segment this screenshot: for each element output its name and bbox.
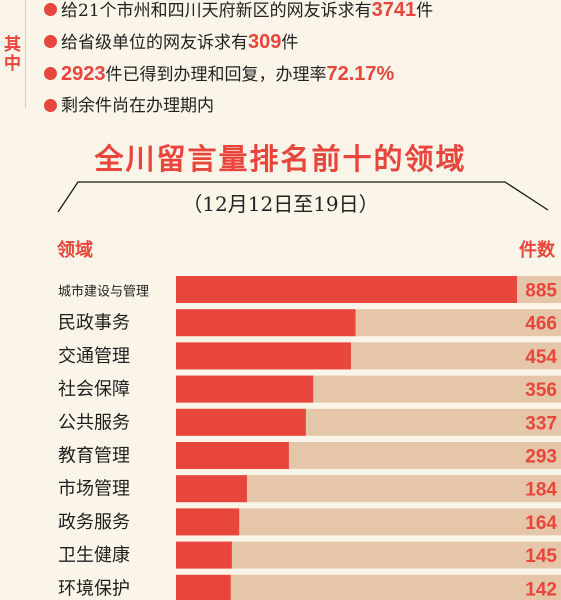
bullet-dot-icon: [44, 35, 57, 48]
value-label-8: 164: [525, 513, 557, 534]
chart-title: 全川留言量排名前十的领域: [94, 142, 467, 176]
summary-bullets: 给21个市州和四川天府新区的网友诉求有3741件 给省级单位的网友诉求有309件…: [44, 0, 561, 122]
side-divider: [25, 0, 26, 108]
category-label-7: 市场管理: [58, 479, 130, 500]
value-label-9: 145: [525, 546, 557, 567]
bullet-1-number: 3741: [371, 0, 417, 21]
category-axis-label: 领域: [57, 240, 93, 261]
bar-track-9: [176, 541, 561, 569]
bullet-1: 给21个市州和四川天府新区的网友诉求有3741件: [44, 0, 561, 26]
bullet-4-text: 剩余件尚在办理期内: [61, 96, 214, 116]
category-label-8: 政务服务: [58, 512, 130, 533]
category-label-10: 环境保护: [58, 578, 130, 599]
bar-1: [176, 276, 517, 303]
value-label-3: 454: [525, 347, 557, 368]
value-label-10: 142: [525, 579, 557, 600]
bullet-1-suffix: 件: [416, 1, 434, 21]
category-label-5: 公共服务: [58, 412, 130, 433]
bullet-dot-icon: [44, 99, 57, 112]
bar-4: [176, 375, 314, 403]
bar-10: [176, 574, 231, 600]
bullet-2-text: 给省级单位的网友诉求有: [61, 33, 248, 53]
bullet-3-text: 件已得到办理和回复，办理率: [105, 65, 327, 85]
bullet-dot-icon: [44, 3, 57, 16]
bullet-2: 给省级单位的网友诉求有309件: [44, 26, 561, 58]
category-label-4: 社会保障: [58, 379, 130, 400]
category-label-2: 民政事务: [58, 313, 130, 334]
bar-7: [176, 475, 247, 503]
value-label-7: 184: [525, 480, 557, 501]
bullet-3-number: 2923: [61, 63, 106, 85]
value-label-2: 466: [525, 314, 557, 335]
bullet-3-rate: 72.17%: [326, 63, 395, 85]
title-bracket-decoration: [57, 181, 549, 213]
category-label-6: 教育管理: [58, 446, 130, 467]
chart-subtitle: （12月12日至19日）: [182, 192, 379, 216]
bar-2: [176, 309, 356, 337]
bar-5: [176, 408, 306, 436]
bar-track-10: [176, 574, 561, 600]
bullet-dot-icon: [44, 67, 57, 80]
bar-track-8: [176, 508, 561, 536]
side-label: 其中: [4, 35, 21, 74]
category-label-1: 城市建设与管理: [58, 284, 149, 300]
value-axis-label: 件数: [519, 240, 555, 261]
bar-3: [176, 342, 351, 370]
value-label-1: 885: [525, 281, 557, 302]
bullet-4: 剩余件尚在办理期内: [44, 90, 561, 122]
value-label-4: 356: [525, 380, 557, 401]
bar-6: [176, 442, 289, 469]
bullet-3: 2923件已得到办理和回复，办理率72.17%: [44, 58, 561, 90]
bar-9: [176, 541, 232, 569]
bar-8: [176, 508, 240, 536]
category-label-3: 交通管理: [58, 346, 130, 367]
category-label-9: 卫生健康: [58, 545, 130, 566]
bullet-1-text: 给21个市州和四川天府新区的网友诉求有: [61, 1, 372, 21]
bullet-2-suffix: 件: [281, 33, 299, 53]
value-label-6: 293: [525, 447, 557, 468]
bullet-2-number: 309: [248, 31, 282, 53]
value-label-5: 337: [525, 413, 557, 434]
